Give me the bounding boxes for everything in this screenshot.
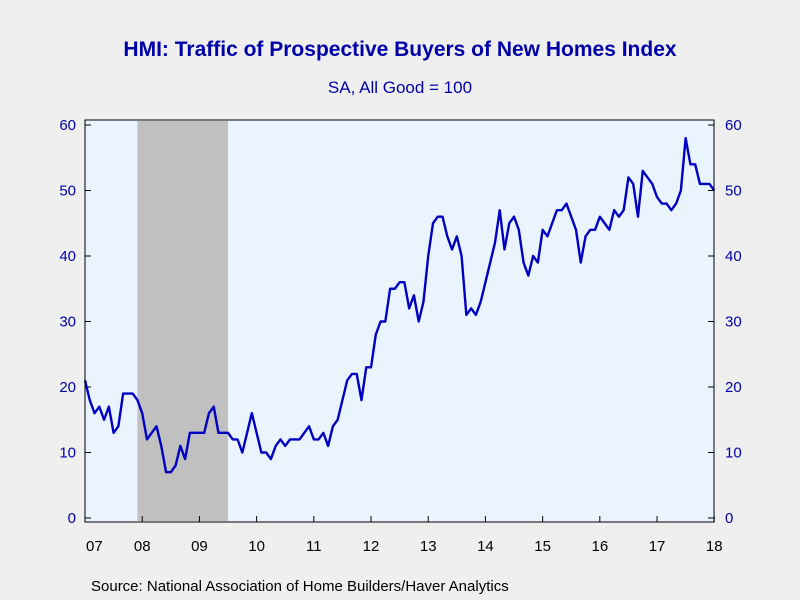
x-tick-label: 09 bbox=[191, 538, 208, 555]
x-tick-label: 07 bbox=[86, 538, 103, 555]
y-tick-label-left: 10 bbox=[59, 445, 76, 462]
chart-title: HMI: Traffic of Prospective Buyers of Ne… bbox=[123, 38, 677, 61]
chart-source: Source: National Association of Home Bui… bbox=[91, 578, 509, 595]
y-tick-label-left: 40 bbox=[59, 248, 76, 265]
y-tick-label-right: 60 bbox=[725, 117, 742, 134]
y-tick-label-left: 20 bbox=[59, 379, 76, 396]
y-tick-label-left: 60 bbox=[59, 117, 76, 134]
y-tick-label-left: 50 bbox=[59, 183, 76, 200]
x-tick-label: 12 bbox=[363, 538, 380, 555]
y-tick-label-right: 30 bbox=[725, 314, 742, 331]
x-tick-label: 16 bbox=[591, 538, 608, 555]
y-tick-label-left: 30 bbox=[59, 314, 76, 331]
y-tick-label-right: 40 bbox=[725, 248, 742, 265]
y-tick-label-right: 0 bbox=[725, 510, 733, 527]
x-tick-label: 11 bbox=[306, 538, 322, 555]
recession-shading bbox=[137, 121, 229, 521]
x-tick-label: 10 bbox=[248, 538, 265, 555]
x-tick-label: 08 bbox=[134, 538, 151, 555]
y-tick-label-right: 10 bbox=[725, 445, 742, 462]
x-tick-label: 17 bbox=[649, 538, 666, 555]
x-tick-label: 14 bbox=[477, 538, 494, 555]
x-tick-label: 13 bbox=[420, 538, 437, 555]
y-tick-label-right: 50 bbox=[725, 183, 742, 200]
x-tick-label: 15 bbox=[534, 538, 551, 555]
x-tick-label: 18 bbox=[706, 538, 723, 555]
y-tick-label-right: 20 bbox=[725, 379, 742, 396]
y-tick-label-left: 0 bbox=[68, 510, 76, 527]
series-line bbox=[83, 136, 716, 474]
chart-subtitle: SA, All Good = 100 bbox=[327, 78, 473, 97]
plot-frame bbox=[84, 119, 715, 523]
